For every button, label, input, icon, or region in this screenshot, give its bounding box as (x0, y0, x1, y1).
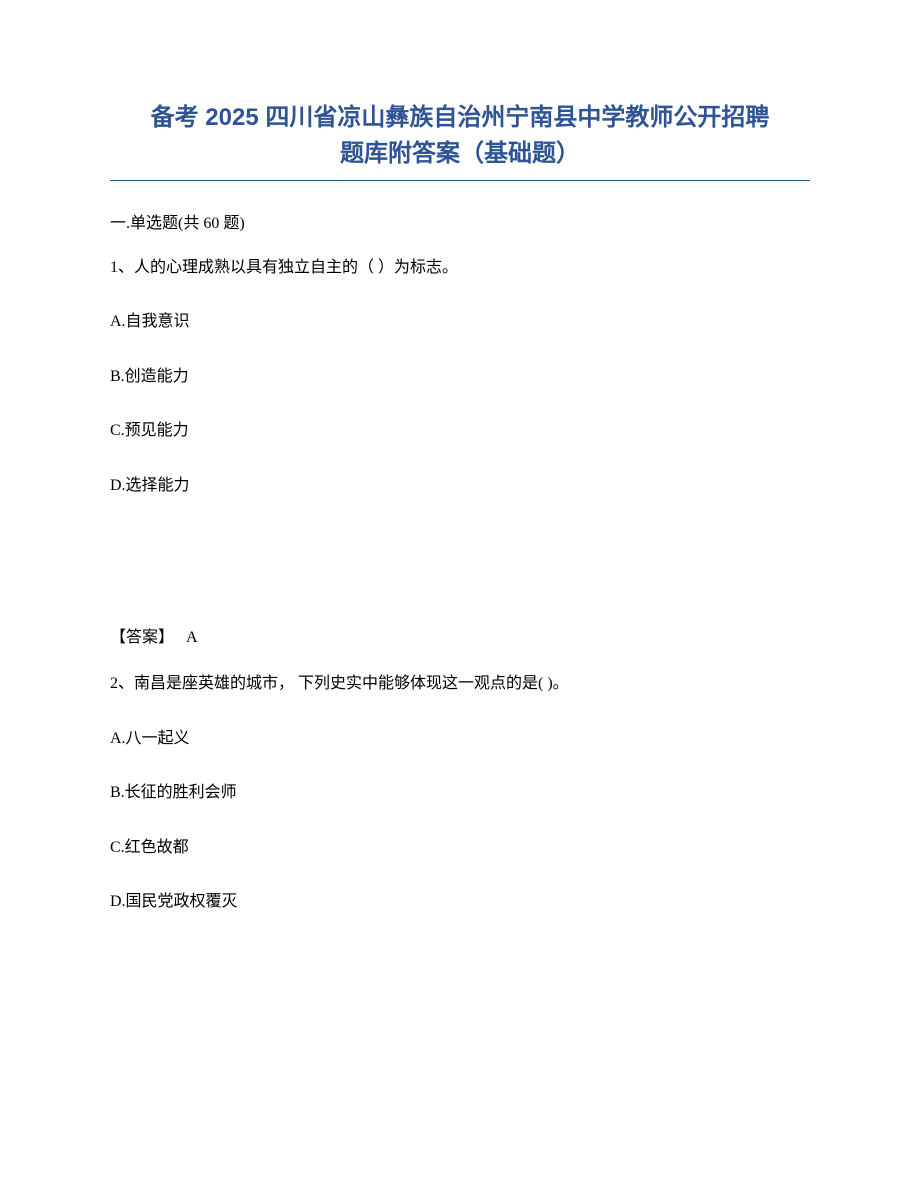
question-1-option-d: D.选择能力 (110, 475, 810, 497)
question-2-option-d: D.国民党政权覆灭 (110, 891, 810, 913)
document-title-block: 备考 2025 四川省凉山彝族自治州宁南县中学教师公开招聘 题库附答案（基础题） (110, 100, 810, 172)
title-line-1: 备考 2025 四川省凉山彝族自治州宁南县中学教师公开招聘 (110, 100, 810, 136)
question-1-stem: 1、人的心理成熟以具有独立自主的（ ）为标志。 (110, 257, 810, 279)
section-header: 一.单选题(共 60 题) (110, 209, 810, 233)
answer-value: A (186, 629, 198, 646)
question-1-answer: 【答案】 A (110, 627, 810, 649)
question-2-option-c: C.红色故都 (110, 837, 810, 859)
question-2-stem: 2、南昌是座英雄的城市， 下列史实中能够体现这一观点的是( )。 (110, 673, 810, 695)
question-1-option-a: A.自我意识 (110, 311, 810, 333)
question-2-option-a: A.八一起义 (110, 728, 810, 750)
question-1-option-b: B.创造能力 (110, 366, 810, 388)
answer-label: 【答案】 (110, 629, 174, 646)
question-1-option-c: C.预见能力 (110, 420, 810, 442)
title-line-2: 题库附答案（基础题） (110, 136, 810, 172)
question-2-option-b: B.长征的胜利会师 (110, 782, 810, 804)
title-underline (110, 180, 810, 181)
